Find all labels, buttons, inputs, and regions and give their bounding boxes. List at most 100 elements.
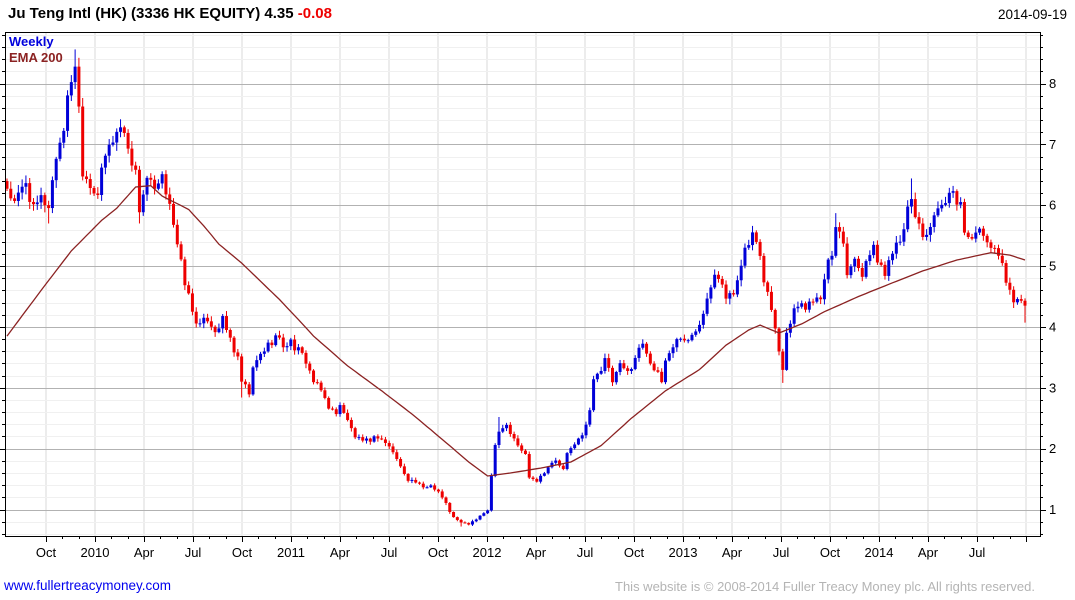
candle-body	[637, 347, 641, 358]
candle-body	[383, 439, 387, 443]
candle-body	[346, 412, 350, 420]
candle-body	[701, 313, 705, 325]
candle-body	[667, 353, 671, 361]
candle-body	[841, 231, 845, 244]
candle-body	[811, 301, 815, 303]
candle-body	[470, 521, 474, 525]
candle-body	[156, 183, 160, 189]
candle-body	[187, 285, 191, 294]
candle-body	[898, 241, 902, 243]
x-axis-label: Oct	[428, 545, 449, 560]
candle-body	[50, 180, 54, 209]
candle-body	[815, 297, 819, 302]
y-axis-label: 3	[1049, 380, 1056, 395]
fullertreacymoney-link[interactable]: www.fullertreacymoney.com	[4, 578, 172, 593]
candle-body	[486, 510, 490, 514]
candle-body	[758, 241, 762, 256]
candle-body	[781, 351, 785, 370]
candle-body	[452, 511, 456, 518]
candle-body	[724, 284, 728, 299]
legend-series-label: Weekly	[9, 34, 54, 49]
x-axis-label: 2013	[669, 545, 698, 560]
candle-body	[31, 201, 35, 205]
candle-body	[399, 458, 403, 467]
candle-body	[856, 258, 860, 269]
candle-body	[569, 448, 573, 454]
candle-body	[561, 465, 565, 469]
candle-body	[1012, 289, 1016, 303]
candle-body	[732, 293, 736, 295]
candle-body	[754, 232, 758, 242]
candle-body	[20, 186, 24, 193]
candle-body	[698, 324, 702, 332]
candle-body	[96, 193, 100, 195]
candle-body	[1023, 300, 1027, 306]
candle-body	[88, 179, 92, 189]
candle-body	[209, 321, 213, 327]
candle-body	[5, 181, 9, 189]
candle-body	[285, 346, 289, 348]
candle-body	[981, 228, 985, 236]
candle-body	[883, 264, 887, 276]
candle-body	[584, 424, 588, 436]
candle-body	[353, 428, 357, 438]
candle-body	[330, 408, 334, 410]
candle-body	[576, 438, 580, 445]
candle-body	[440, 491, 444, 498]
candle-body	[243, 381, 247, 385]
candle-body	[448, 502, 452, 512]
candle-body	[304, 352, 308, 364]
candle-body	[141, 194, 145, 213]
candle-body	[111, 142, 115, 145]
candle-body	[595, 373, 599, 380]
candle-body	[834, 227, 838, 256]
y-axis-label: 5	[1049, 259, 1056, 274]
candle-body	[531, 477, 535, 480]
candle-body	[940, 204, 944, 209]
candle-body	[402, 466, 406, 474]
candle-body	[822, 279, 826, 300]
candle-body	[921, 223, 925, 237]
candle-body	[240, 356, 244, 382]
candle-body	[751, 232, 755, 246]
candle-body	[1000, 255, 1004, 264]
candle-body	[194, 311, 198, 324]
candle-body	[527, 454, 531, 478]
candle-body	[800, 303, 804, 307]
candle-body	[58, 142, 62, 159]
candle-body	[221, 316, 225, 329]
candle-body	[122, 127, 126, 134]
x-axis-label: Apr	[134, 545, 155, 560]
candle-body	[277, 335, 281, 338]
candle-body	[970, 237, 974, 239]
candle-body	[43, 195, 47, 206]
candle-body	[853, 258, 857, 267]
candle-body	[879, 262, 883, 265]
candle-body	[932, 215, 936, 227]
candle-body	[319, 382, 323, 391]
candle-body	[342, 405, 346, 413]
candle-body	[497, 431, 501, 446]
candle-body	[349, 419, 353, 429]
candle-body	[875, 244, 879, 263]
candle-body	[913, 199, 917, 218]
candle-body	[126, 133, 130, 149]
candle-body	[13, 198, 17, 201]
candle-body	[539, 475, 543, 482]
candle-body	[652, 363, 656, 371]
candle-body	[607, 358, 611, 368]
candle-body	[864, 261, 868, 277]
candle-body	[137, 169, 141, 213]
candle-body	[357, 437, 361, 439]
candle-body	[39, 195, 43, 203]
x-axis-label: Apr	[526, 545, 547, 560]
candle-body	[100, 167, 104, 195]
candle-body	[47, 205, 51, 209]
candle-body	[633, 357, 637, 370]
candle-body	[391, 446, 395, 453]
x-axis-label: Oct	[36, 545, 57, 560]
candle-body	[493, 445, 497, 477]
candle-body	[213, 326, 217, 333]
candle-body	[190, 293, 194, 312]
